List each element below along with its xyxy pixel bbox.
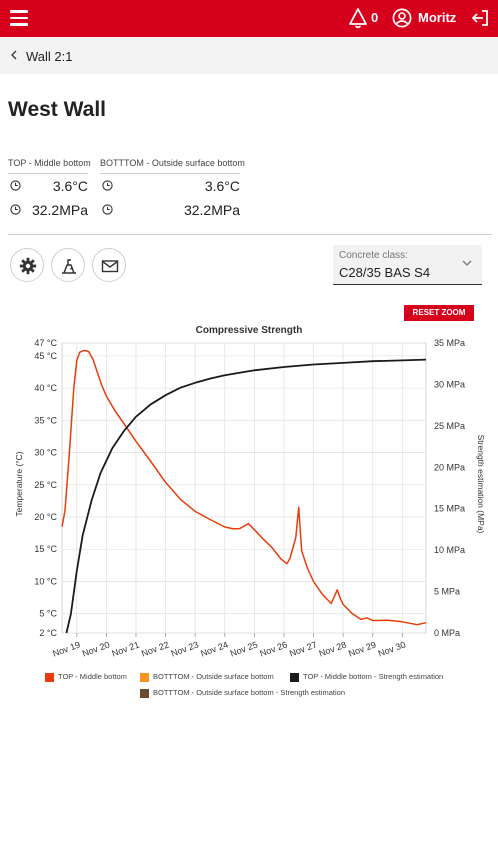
sensor-temperature-row: 3.6°C [8,175,88,198]
clock-icon [10,180,21,191]
x-tick-label: Nov 28 [318,639,348,658]
y2-tick-label: 35 MPa [434,338,465,348]
y2-tick-label: 5 MPa [434,587,460,597]
alert-triangle-icon[interactable] [348,7,368,29]
notification-count: 0 [371,10,379,25]
x-tick-label: Nov 23 [170,639,200,658]
sensor-strength-row: 32.2MPa [100,199,240,222]
y2-tick-label: 10 MPa [434,545,465,555]
logout-icon[interactable] [470,8,490,28]
compressive-strength-chart: Compressive Strength 2 °C5 °C10 °C15 °C2… [14,325,486,659]
y-tick-label: 35 °C [34,415,57,425]
x-tick-label: Nov 29 [347,639,377,658]
legend-swatch [140,672,149,682]
temperature-line-top [61,349,427,626]
y2-tick-label: 30 MPa [434,379,465,389]
chart-grid [61,342,427,634]
legend-label: TOP - Middle bottom [58,672,127,681]
x-tick-label: Nov 20 [81,639,111,658]
y2-tick-label: 25 MPa [434,421,465,431]
x-tick-label: Nov 22 [140,639,170,658]
chart-title: Compressive Strength [196,325,303,336]
menu-icon[interactable] [10,10,28,26]
sensor-title: BOTTTOM - Outside surface bottom [100,158,245,174]
y-tick-label: 15 °C [34,544,57,554]
x-tick-label: Nov 24 [199,639,229,658]
y-tick-label: 25 °C [34,480,57,490]
y2-tick-label: 15 MPa [434,504,465,514]
sensor-strength-value: 32.2MPa [31,202,88,218]
email-button[interactable] [92,248,126,282]
user-account-icon[interactable] [392,8,412,28]
concrete-class-label: Concrete class: [339,250,408,261]
sensor-strength-value: 32.2MPa [183,202,240,218]
x-tick-label: Nov 30 [377,639,407,658]
y2-axis-label: Strength estimation (MPa) [476,435,486,534]
x-axis: Nov 19 Nov 20 Nov 21 Nov 22 Nov 23 Nov 24 Nov … [51,633,407,659]
legend-label: BOTTTOM - Outside surface bottom [153,672,274,681]
y2-tick-label: 0 MPa [434,628,460,638]
concrete-pour-button[interactable] [51,248,85,282]
x-tick-label: Nov 26 [258,639,288,658]
y-tick-label: 40 °C [34,383,57,393]
sensor-temperature-value: 3.6°C [52,178,88,194]
concrete-class-select[interactable]: Concrete class: C28/35 BAS S4 [333,245,482,285]
legend-item[interactable]: TOP - Middle bottom - Strength estimatio… [290,672,443,682]
chart-series [61,349,427,634]
legend-item[interactable]: BOTTTOM - Outside surface bottom [140,672,274,682]
section-divider [8,234,492,235]
y-tick-label: 47 °C [34,338,57,348]
reset-zoom-button[interactable]: RESET ZOOM [404,305,474,321]
y-tick-label: 30 °C [34,448,57,458]
settings-button[interactable] [10,248,44,282]
y-axis-strength: 0 MPa 5 MPa 10 MPa 15 MPa 20 MPa 25 MPa 30 MPa… [434,338,465,638]
plot-area [61,342,427,634]
x-tick-label: Nov 27 [288,639,318,658]
sensor-temperature-value: 3.6°C [204,178,240,194]
legend-item[interactable]: TOP - Middle bottom [45,672,127,682]
envelope-icon [101,260,119,273]
y-axis-label: Temperature (°C) [14,451,24,516]
x-tick-label: Nov 19 [51,639,81,658]
concrete-class-value: C28/35 BAS S4 [339,265,431,280]
chevron-down-icon [462,260,472,266]
y-tick-label: 10 °C [34,576,57,586]
user-name[interactable]: Moritz [418,10,457,25]
x-tick-label: Nov 25 [229,639,259,658]
legend-swatch [45,672,54,682]
gear-icon [19,257,37,275]
legend-item[interactable]: BOTTTOM - Outside surface bottom - Stren… [140,688,345,698]
strength-line-top [65,358,427,634]
concrete-pour-icon [62,259,76,274]
y-tick-label: 45 °C [34,351,57,361]
y-tick-label: 20 °C [34,512,57,522]
breadcrumb-link[interactable]: Wall 2:1 [26,49,73,64]
legend-label: BOTTTOM - Outside surface bottom - Stren… [153,688,346,697]
legend-swatch [140,688,149,698]
y-tick-label: 5 °C [39,609,57,619]
chevron-left-icon[interactable] [9,48,19,62]
top-app-bar: 0 Moritz [0,0,498,37]
sensor-panel-bottom: BOTTTOM - Outside surface bottom 3.6°C 3… [100,158,245,222]
sensor-strength-row: 32.2MPa [8,199,88,222]
legend-label: TOP - Middle bottom - Strength estimatio… [303,672,444,681]
breadcrumb: Wall 2:1 [0,37,498,74]
y-axis-temperature: 2 °C 5 °C 10 °C 15 °C 20 °C 25 °C 30 °C 35 °C 40… [34,338,57,638]
page-title: West Wall [8,98,107,121]
clock-icon [102,180,113,191]
sensor-temperature-row: 3.6°C [100,175,240,198]
sensor-panel-top: TOP - Middle bottom 3.6°C 32.2MPa [8,158,91,222]
x-tick-label: Nov 21 [110,639,140,658]
y-tick-label: 2 °C [39,628,57,638]
clock-icon [102,204,113,215]
clock-icon [10,204,21,215]
y2-tick-label: 20 MPa [434,462,465,472]
legend-swatch [290,672,299,682]
sensor-title: TOP - Middle bottom [8,158,91,174]
